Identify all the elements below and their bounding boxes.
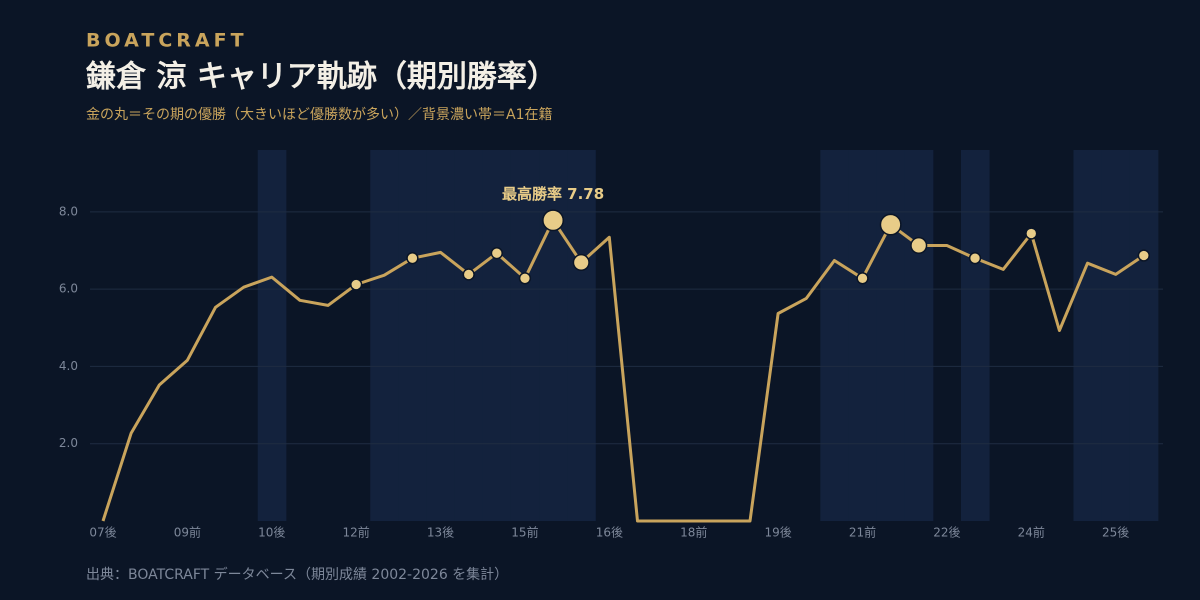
win-dot — [856, 272, 869, 285]
a1-band — [454, 150, 484, 521]
win-dot — [350, 278, 363, 291]
brand: BOATCRAFT — [86, 30, 248, 52]
a1-band — [539, 150, 568, 521]
win-dot — [1137, 249, 1150, 262]
a1-band — [1101, 150, 1131, 521]
x-tick-label: 10後 — [258, 526, 285, 540]
a1-band — [848, 150, 878, 521]
a1-band — [960, 150, 990, 521]
y-tick-label: 6.0 — [59, 282, 78, 296]
win-dot — [1025, 227, 1038, 240]
x-tick-label: 21前 — [849, 525, 876, 540]
y-tick-label: 2.0 — [59, 436, 78, 450]
a1-band — [1129, 150, 1159, 521]
annotation: 最高勝率 7.78 — [502, 185, 604, 203]
x-tick-label: 25後 — [1102, 526, 1129, 540]
x-tick-label: 22後 — [933, 526, 960, 540]
a1-band — [257, 150, 287, 521]
win-dot — [542, 209, 565, 232]
a1-band — [482, 150, 512, 521]
x-tick-label: 24前 — [1018, 525, 1045, 540]
win-dot — [879, 213, 902, 236]
win-dot — [462, 268, 475, 281]
y-tick-label: 8.0 — [59, 204, 78, 218]
win-dot — [910, 236, 928, 255]
source-note: 出典：BOATCRAFT データベース（期別成績 2002-2026 を集計） — [86, 566, 508, 583]
chart-subtitle: 金の丸＝その期の優勝（大きいほど優勝数が多い）／背景濃い帯＝A1在籍 — [86, 106, 552, 123]
x-tick-label: 16後 — [596, 526, 623, 540]
win-dot — [490, 247, 503, 260]
a1-band — [370, 150, 399, 521]
win-dot — [518, 272, 532, 285]
a1-band — [876, 150, 906, 521]
chart-title: 鎌倉 涼 キャリア軌跡（期別勝率） — [86, 60, 557, 95]
grid-layer: 2.0 4.0 6.0 8.0 07後 09前 10後 12前 13後 15前 16後 18前 19後 2… — [59, 204, 1163, 540]
win-dot — [572, 253, 590, 272]
a1-band — [426, 150, 456, 521]
win-dot — [406, 252, 419, 265]
x-tick-label: 15前 — [511, 525, 538, 540]
x-tick-label: 07後 — [89, 526, 116, 540]
x-tick-label: 13後 — [427, 526, 454, 540]
x-tick-label: 09前 — [174, 525, 201, 540]
plot-layer: 最高勝率 7.78 — [101, 185, 1150, 523]
a1-band — [510, 150, 540, 521]
x-tick-label: 19後 — [764, 526, 791, 540]
a1-band — [398, 150, 427, 521]
a1-band — [1073, 150, 1103, 521]
a1-band — [567, 150, 596, 521]
x-tick-label: 18前 — [680, 525, 707, 540]
x-tick-label: 12前 — [343, 525, 370, 540]
a1-band — [904, 150, 934, 521]
a1-band — [820, 150, 849, 521]
y-tick-label: 4.0 — [59, 359, 78, 373]
win-dot — [968, 252, 982, 265]
